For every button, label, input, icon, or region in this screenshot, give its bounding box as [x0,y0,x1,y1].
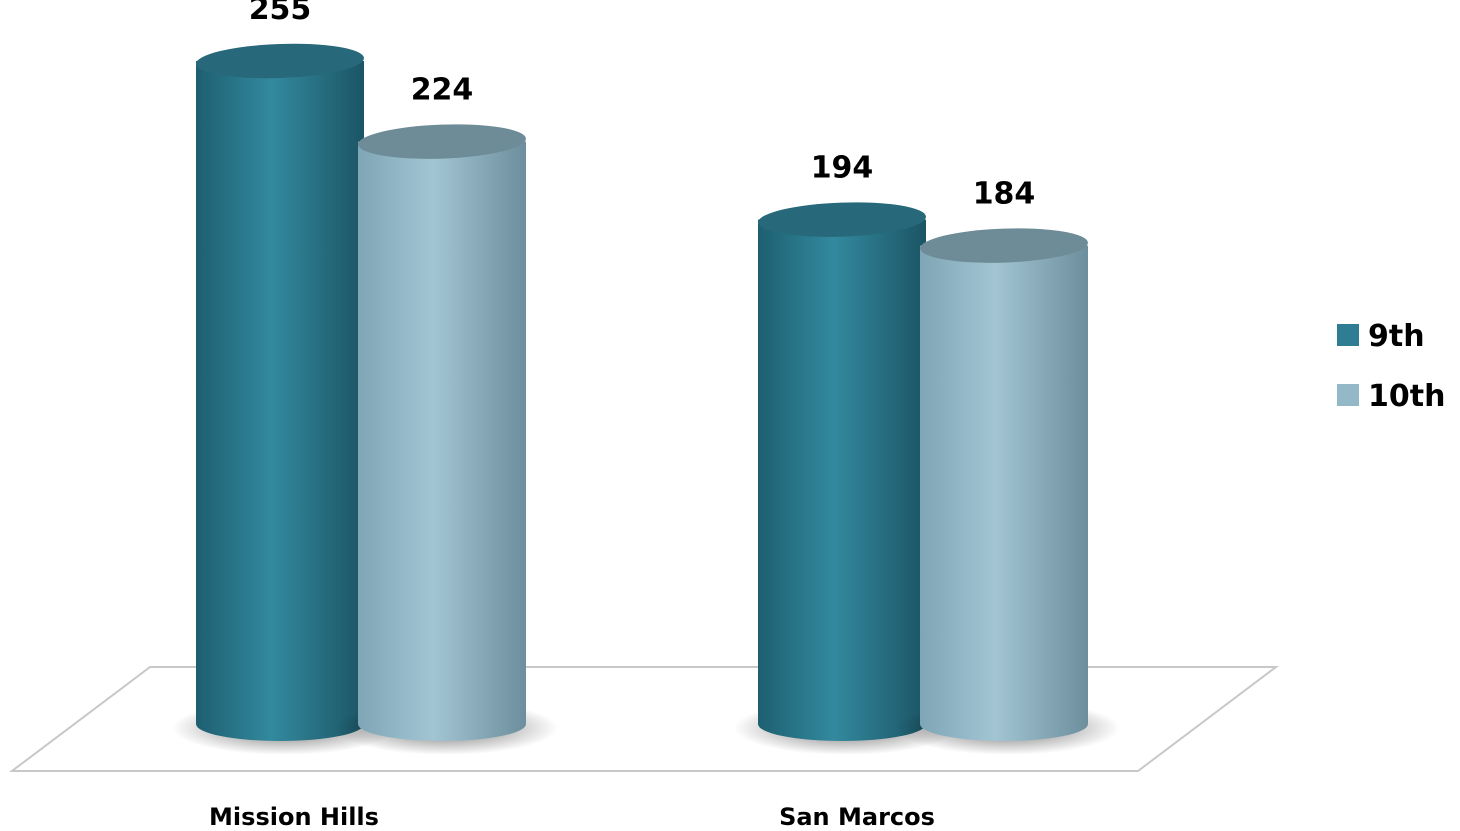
x-axis-labels: Mission Hills San Marcos [209,803,935,831]
data-label: 255 [249,0,312,27]
legend: 9th 10th [1337,319,1445,414]
bar-body [920,245,1088,741]
legend-label: 10th [1368,379,1445,414]
bar-top [196,43,364,79]
bar-mission-hills-10th [334,124,558,755]
bar-mission-hills-9th [172,43,396,755]
bar-body [196,61,364,741]
bar-san-marcos-9th [734,202,958,755]
legend-swatch [1337,384,1359,406]
legend-label: 9th [1368,319,1425,354]
bar-body [358,141,526,742]
bar-san-marcos-10th [896,228,1120,755]
category-label: Mission Hills [209,803,379,831]
legend-swatch [1337,324,1359,346]
data-label: 224 [411,73,474,108]
bar-body [758,219,926,742]
data-label: 184 [973,177,1036,212]
bars-group: 255 224 194 184 [172,0,1120,755]
bar-top [358,124,526,159]
bar-top [758,202,926,237]
bar-top [920,228,1088,263]
category-label: San Marcos [779,803,935,831]
data-label: 194 [811,151,874,186]
